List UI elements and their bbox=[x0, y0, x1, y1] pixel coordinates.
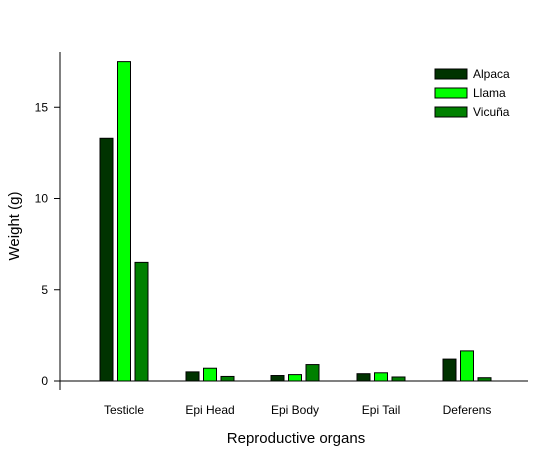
y-tick-label-0: 0 bbox=[41, 374, 48, 388]
legend: Alpaca Llama Vicuña bbox=[434, 67, 510, 119]
legend-label-alpaca: Alpaca bbox=[473, 67, 510, 81]
bar-epi-head-alpaca bbox=[185, 371, 200, 382]
x-tick-label-epi-tail: Epi Tail bbox=[362, 403, 400, 417]
x-tick-label-epi-head: Epi Head bbox=[185, 403, 234, 417]
y-tick-label-5: 5 bbox=[41, 283, 48, 297]
x-tick-label-deferens: Deferens bbox=[443, 403, 492, 417]
legend-swatch-vicuna bbox=[434, 106, 468, 118]
bar-deferens-llama bbox=[460, 350, 474, 382]
x-axis-title: Reproductive organs bbox=[227, 430, 365, 447]
bar-epi-head-vicuna bbox=[220, 375, 235, 382]
y-tick-label-15: 15 bbox=[35, 100, 49, 114]
bar-epi-tail-alpaca bbox=[356, 373, 371, 382]
y-axis-title: Weight (g) bbox=[6, 192, 23, 261]
x-ticks-group: Testicle Epi Head Epi Body Epi Tail Deferens bbox=[104, 403, 491, 417]
bar-epi-head-llama bbox=[203, 367, 217, 382]
bar-testicle-llama bbox=[117, 61, 131, 382]
bars-group bbox=[99, 61, 492, 382]
legend-label-vicuna: Vicuña bbox=[473, 105, 510, 119]
bar-testicle-vicuna bbox=[134, 261, 149, 382]
bar-epi-body-alpaca bbox=[270, 375, 285, 382]
bar-testicle-alpaca bbox=[99, 137, 114, 382]
legend-label-llama: Llama bbox=[473, 86, 506, 100]
y-tick-label-10: 10 bbox=[35, 192, 49, 206]
bar-deferens-alpaca bbox=[442, 358, 457, 382]
legend-swatch-llama bbox=[434, 87, 468, 99]
bar-epi-tail-llama bbox=[374, 372, 388, 382]
bar-epi-body-vicuna bbox=[305, 364, 320, 382]
y-ticks-group: 0 5 10 15 bbox=[35, 100, 60, 388]
x-tick-label-epi-body: Epi Body bbox=[271, 403, 319, 417]
legend-swatch-alpaca bbox=[434, 68, 468, 80]
bar-epi-body-llama bbox=[288, 374, 302, 382]
bar-epi-tail-vicuna bbox=[391, 376, 406, 382]
x-tick-label-testicle: Testicle bbox=[104, 403, 144, 417]
